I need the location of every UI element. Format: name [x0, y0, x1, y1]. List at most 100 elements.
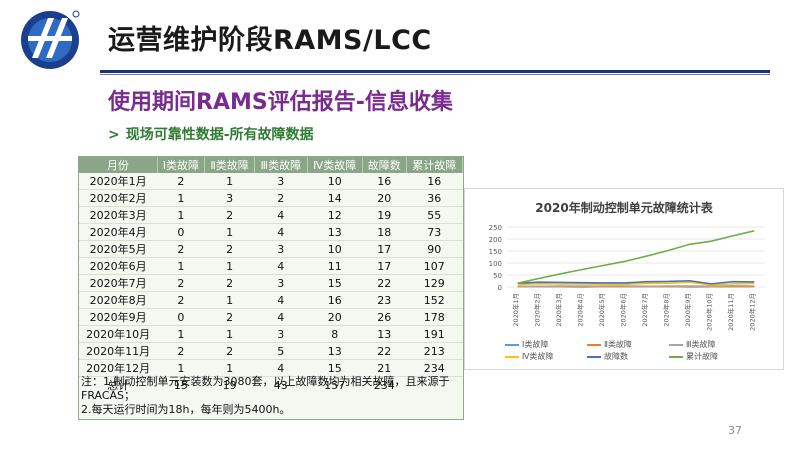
table-cell: 213 [406, 342, 463, 360]
col-header: 月份 [79, 157, 158, 173]
note-line-2: 2.每天运行时间为18h，每年则为5400h。 [81, 403, 291, 416]
table-cell: 19 [222, 378, 237, 392]
x-tick-label: 2020年12月 [747, 293, 756, 331]
table-cell: 11 [307, 257, 363, 275]
legend-swatch [669, 343, 683, 346]
table-row: 2020年5月 2 2 3 10 17 90 [79, 240, 463, 258]
table-cell: 8 [307, 325, 363, 343]
table-cell: 4 [254, 359, 308, 377]
x-tick-label: 2020年9月 [683, 293, 692, 327]
table-row: 2020年8月 2 1 4 16 23 152 [79, 291, 463, 309]
table-cell: 1 [204, 223, 255, 241]
y-tick-label: 250 [489, 224, 502, 232]
table-cell: 1 [204, 359, 255, 377]
table-cell: 2020年3月 [79, 206, 158, 224]
x-tick-label: 2020年10月 [704, 293, 713, 331]
y-tick-label: 100 [489, 260, 502, 268]
table-cell: 16 [406, 173, 463, 190]
table-cell: 2 [204, 274, 255, 292]
chart-legend: Ⅰ类故障 Ⅱ类故障 Ⅲ类故障 Ⅳ类故障 故障数 累计故障 [505, 339, 765, 363]
company-logo [21, 10, 80, 69]
col-header: Ⅳ类故障 [307, 157, 363, 173]
table-cell: 15 [307, 274, 363, 292]
col-header: Ⅱ类故障 [204, 157, 256, 173]
table-cell: 0 [157, 308, 205, 326]
table-cell: 16 [362, 173, 407, 190]
table-cell: 129 [406, 274, 463, 292]
table-cell: 43 [273, 378, 288, 392]
table-cell: 总计 [107, 379, 130, 392]
table-cell: 2 [204, 240, 255, 258]
col-header: 累计故障 [406, 157, 464, 173]
table-cell: 2020年9月 [79, 308, 158, 326]
col-header: Ⅰ类故障 [157, 157, 206, 173]
table-cell: 73 [406, 223, 463, 241]
table-cell: 2020年11月 [79, 342, 158, 360]
table-cell: 10 [307, 173, 363, 190]
table-cell: 3 [254, 325, 308, 343]
legend-label: Ⅳ类故障 [522, 352, 554, 361]
table-cell: 2 [157, 342, 205, 360]
table-row: 2020年2月 1 3 2 14 20 36 [79, 189, 463, 207]
legend-item: Ⅱ类故障 [587, 339, 669, 351]
table-cell: 2 [204, 308, 255, 326]
table-cell: 1 [157, 189, 205, 207]
chevron-right-icon: > [108, 127, 120, 143]
y-tick-label: 200 [489, 236, 502, 244]
table-cell: 1 [204, 325, 255, 343]
legend-swatch [669, 355, 683, 358]
table-cell: 2020年1月 [79, 173, 158, 190]
legend-item: Ⅳ类故障 [505, 351, 587, 363]
table-cell: 1 [157, 257, 205, 275]
x-tick-label: 2020年8月 [661, 293, 670, 327]
x-tick-label: 2020年1月 [511, 293, 520, 327]
table-row: 2020年7月 2 2 3 15 22 129 [79, 274, 463, 292]
table-cell: 4 [254, 257, 308, 275]
series-line [517, 279, 755, 285]
col-header: Ⅲ类故障 [254, 157, 308, 173]
table-cell: 2020年12月 [79, 359, 158, 377]
table-cell: 2020年6月 [79, 257, 158, 275]
table-cell: 2020年4月 [79, 223, 158, 241]
fault-data-table-panel: 月份 Ⅰ类故障 Ⅱ类故障 Ⅲ类故障 Ⅳ类故障 故障数 累计故障 2020年1月 2… [78, 156, 464, 420]
table-cell: 2 [254, 189, 308, 207]
table-row: 2020年11月 2 2 5 13 22 213 [79, 342, 463, 360]
table-header-row: 月份 Ⅰ类故障 Ⅱ类故障 Ⅲ类故障 Ⅳ类故障 故障数 累计故障 [79, 157, 464, 173]
legend-label: 累计故障 [686, 352, 718, 361]
table-cell: 3 [254, 274, 308, 292]
table-cell: 2 [157, 274, 205, 292]
table-cell: 22 [362, 342, 407, 360]
table-total-row: 总计 15 19 43 157 234 [79, 377, 463, 394]
series-line [517, 230, 755, 284]
chart-title: 2020年制动控制单元故障统计表 [535, 201, 713, 215]
table-cell: 90 [406, 240, 463, 258]
title-rule [100, 70, 770, 73]
x-tick-label: 2020年11月 [726, 293, 735, 331]
bullet-item: > 现场可靠性数据-所有故障数据 [108, 124, 314, 144]
table-cell: 22 [362, 274, 407, 292]
x-tick-label: 2020年3月 [554, 293, 563, 327]
table-cell: 19 [362, 206, 407, 224]
table-cell: 17 [362, 257, 407, 275]
table-cell: 2020年10月 [79, 325, 158, 343]
note-line-1: 注：1.制动控制单元安装数为3080套，以上故障数均为相关故障，且来源于FRAC… [81, 375, 450, 402]
table-cell: 234 [373, 378, 395, 392]
table-cell: 17 [362, 240, 407, 258]
legend-swatch [587, 355, 601, 358]
section-subtitle: 使用期间RAMS评估报告-信息收集 [108, 90, 453, 115]
table-row: 2020年3月 1 2 4 12 19 55 [79, 206, 463, 224]
table-cell: 152 [406, 291, 463, 309]
table-cell: 1 [157, 359, 205, 377]
bullet-text: 现场可靠性数据-所有故障数据 [125, 127, 314, 143]
table-row: 2020年1月 2 1 3 10 16 16 [79, 173, 463, 190]
fault-line-chart: 0 50 100 150 200 250 2020年1月 2020年2月 2020年3月 2020… [489, 224, 765, 331]
legend-label: Ⅲ类故障 [686, 340, 716, 349]
legend-swatch [505, 355, 519, 358]
table-cell: 2 [204, 206, 255, 224]
page-number: 37 [728, 424, 742, 437]
table-row: 2020年9月 0 2 4 20 26 178 [79, 308, 463, 326]
table-cell: 20 [307, 308, 363, 326]
table-cell: 12 [307, 206, 363, 224]
table-cell: 14 [307, 189, 363, 207]
table-cell: 1 [204, 257, 255, 275]
